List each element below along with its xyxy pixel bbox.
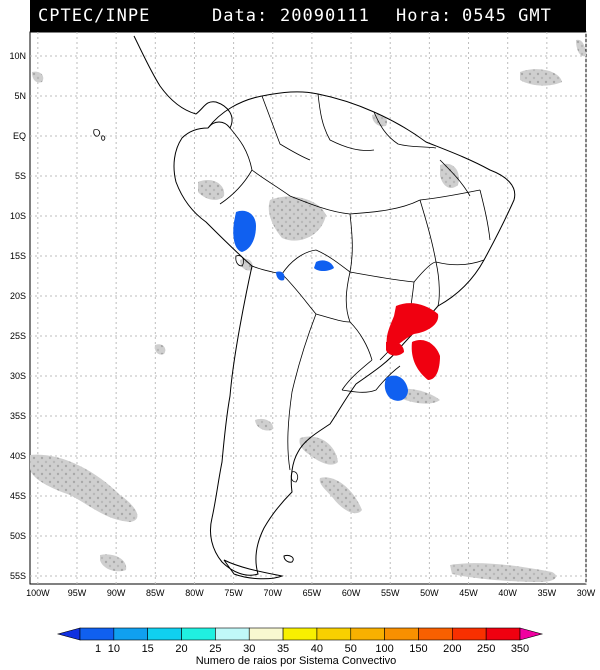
latitude-label: 50S xyxy=(10,531,26,541)
colorbar-caption: Numero de raios por Sistema Convectivo xyxy=(196,655,397,667)
blue-system-bolivia xyxy=(276,271,285,281)
colorbar-swatch xyxy=(248,627,284,641)
longitude-label: 85W xyxy=(146,588,165,598)
colorbar-tick-label: 350 xyxy=(511,643,529,655)
falklands xyxy=(283,555,294,563)
colorbar-tick-label: 20 xyxy=(175,643,187,655)
colorbar-tick-label: 15 xyxy=(142,643,154,655)
longitude-label: 95W xyxy=(68,588,87,598)
longitude-label: 75W xyxy=(224,588,243,598)
islands xyxy=(93,129,299,483)
longitude-labels: 100W 95W 90W 85W 80W 75W 70W 65W 60W 55W 50W 45W 40W… xyxy=(26,588,596,598)
colorbar-swatch xyxy=(485,627,521,641)
red-system-santa-catarina xyxy=(386,340,404,356)
latitude-label: 35S xyxy=(10,411,26,421)
blue-system-west-amazon xyxy=(233,210,256,252)
colorbar-swatch xyxy=(56,627,81,641)
longitude-label: 80W xyxy=(185,588,204,598)
coastline xyxy=(133,35,516,580)
map-header: CPTEC/INPE Data: 20090111 Hora: 0545 GMT xyxy=(30,0,586,32)
colorbar-swatch xyxy=(452,627,487,641)
blue-system-mato-grosso xyxy=(314,260,334,271)
longitude-label: 90W xyxy=(107,588,126,598)
latitude-label: 25S xyxy=(10,331,26,341)
longitude-label: 100W xyxy=(26,588,50,598)
colorbar-swatch xyxy=(282,627,318,641)
longitude-label: 35W xyxy=(538,588,557,598)
colorbar-tick-label: 200 xyxy=(443,643,461,655)
colorbar-swatch xyxy=(147,627,182,641)
colorbar-tick-label: 40 xyxy=(311,643,323,655)
lightning-systems xyxy=(233,210,440,401)
latitude-label: 30S xyxy=(10,371,26,381)
source-label: CPTEC/INPE xyxy=(38,6,151,26)
central-america-outline xyxy=(133,35,233,129)
map-frame xyxy=(29,31,587,585)
colorbar-tick-label: 25 xyxy=(209,643,221,655)
colorbar-swatch xyxy=(350,627,385,641)
colorbar-tick-label: 150 xyxy=(409,643,427,655)
longitude-label: 70W xyxy=(264,588,283,598)
red-system-parana xyxy=(411,339,440,380)
colorbar-ticks: 1 10 15 20 25 30 35 40 50 100 150 200 250 350 xyxy=(95,643,529,655)
time-label: Hora: xyxy=(396,6,453,26)
red-system-sao-paulo xyxy=(386,303,439,349)
south-america-outline xyxy=(173,91,516,576)
colorbar-tick-label: 250 xyxy=(477,643,495,655)
colorbar-swatch xyxy=(79,627,115,641)
latitude-label: EQ xyxy=(13,131,26,141)
latitude-label: 15S xyxy=(10,251,26,261)
colorbar-swatch xyxy=(113,627,148,641)
colorbar-swatch xyxy=(519,627,544,641)
colorbar-tick-label: 100 xyxy=(375,643,393,655)
longitude-label: 50W xyxy=(420,588,439,598)
date-value: 20090111 xyxy=(280,6,370,26)
colorbar-swatch xyxy=(418,627,453,641)
longitude-label: 55W xyxy=(381,588,400,598)
latitude-label: 55S xyxy=(10,571,26,581)
latitude-label: 5N xyxy=(14,91,26,101)
tierra-del-fuego xyxy=(223,559,284,580)
map-panel: 10N5NEQ5S10S15S20S25S30S35S40S45S50S55S … xyxy=(9,31,596,598)
longitude-label: 60W xyxy=(342,588,361,598)
latitude-label: 45S xyxy=(10,491,26,501)
latitude-label: 10S xyxy=(10,211,26,221)
colorbar-tick-label: 35 xyxy=(277,643,289,655)
colorbar-swatches xyxy=(56,627,544,641)
colorbar-swatch xyxy=(215,627,250,641)
country-borders xyxy=(219,93,491,471)
date-label: Data: xyxy=(212,6,269,26)
colorbar-tick-label: 10 xyxy=(108,643,120,655)
latitude-labels: 10N 5N EQ 5S 10S 15S 20S 25S 30S 35S 40S 45S 50S 55S xyxy=(9,51,26,581)
latitude-label: 40S xyxy=(10,451,26,461)
latitude-label: 5S xyxy=(15,171,26,181)
colorbar-tick-label: 1 xyxy=(95,643,101,655)
colorbar-swatch xyxy=(181,627,216,641)
longitude-label: 30W xyxy=(577,588,596,598)
colorbar-tick-label: 50 xyxy=(345,643,357,655)
time-value: 0545 GMT xyxy=(462,6,552,26)
longitude-label: 65W xyxy=(303,588,322,598)
colorbar-swatch xyxy=(316,627,352,641)
longitude-label: 40W xyxy=(498,588,517,598)
blue-system-southern-brazil xyxy=(384,375,408,401)
longitude-label: 45W xyxy=(459,588,478,598)
latitude-label: 20S xyxy=(10,291,26,301)
colorbar-tick-label: 30 xyxy=(243,643,255,655)
colorbar-swatch xyxy=(384,627,419,641)
latitude-label: 10N xyxy=(9,51,26,61)
